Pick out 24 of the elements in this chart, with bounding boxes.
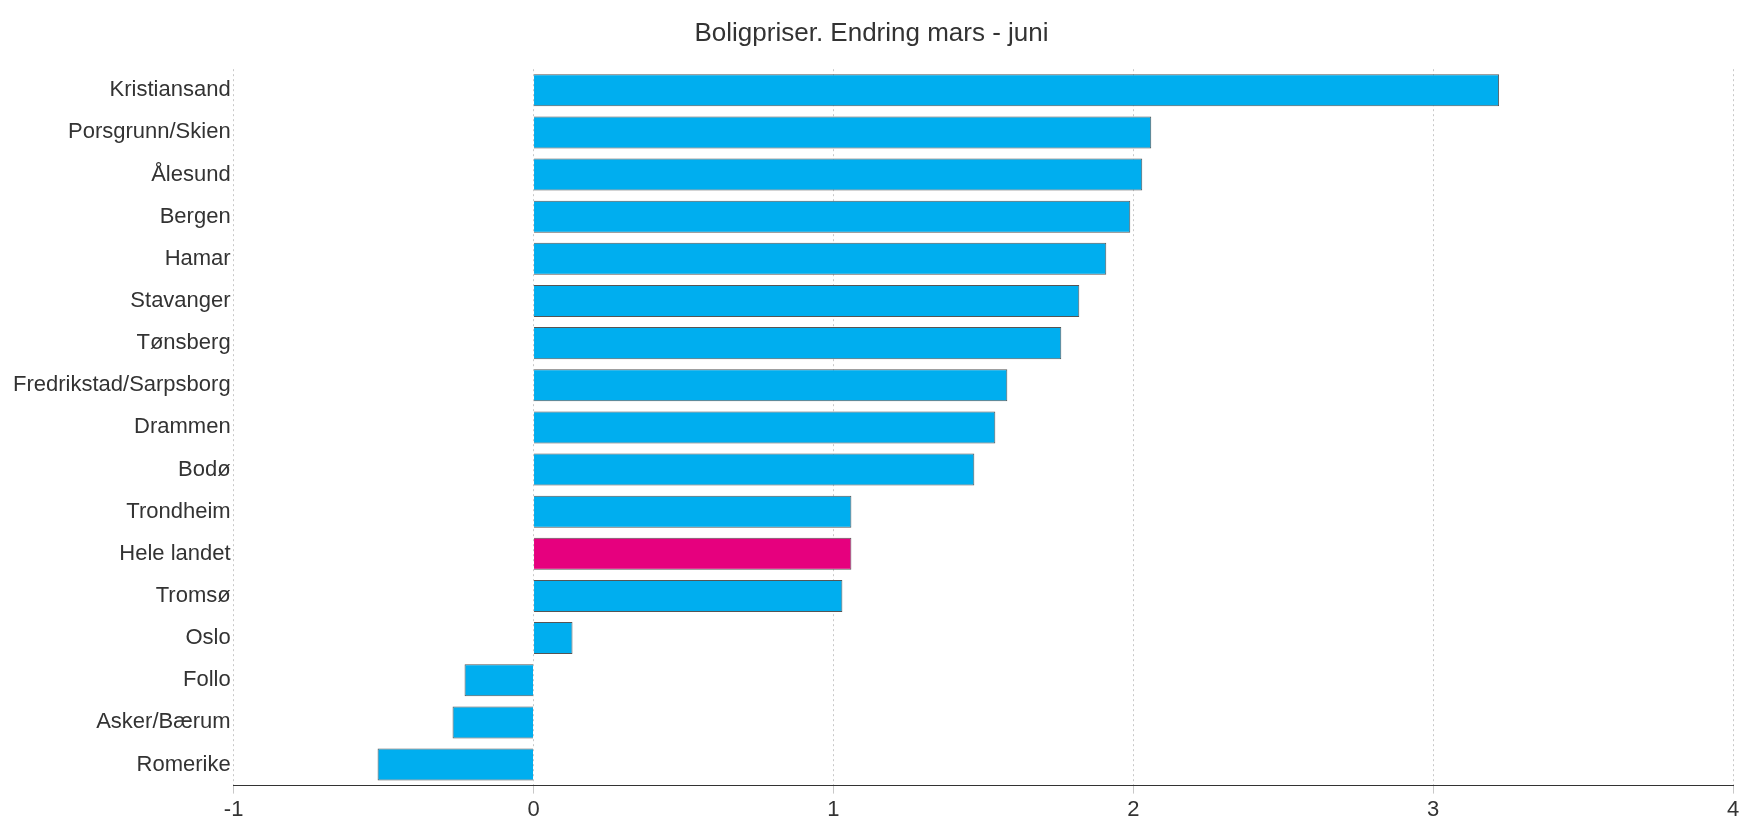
- x-tick-label: 4: [1726, 795, 1740, 821]
- y-tick-label: Drammen: [134, 413, 231, 439]
- x-tick-label: 0: [527, 795, 540, 821]
- y-tick-label: Porsgrunn/Skien: [67, 118, 231, 144]
- y-tick-label: Hamar: [164, 244, 231, 270]
- y-tick-label: Tromsø: [155, 582, 231, 608]
- y-tick-label: Bodø: [178, 455, 231, 481]
- x-tick-label: -1: [223, 795, 244, 821]
- x-tick-label: 3: [1427, 795, 1440, 821]
- y-tick-label: Trondheim: [126, 497, 231, 523]
- y-tick-label: Romerike: [136, 750, 231, 776]
- y-tick-label: Asker/Bærum: [96, 708, 231, 734]
- x-tick-label: 2: [1127, 795, 1140, 821]
- y-tick-label: Fredrikstad/Sarpsborg: [12, 371, 231, 397]
- chart-title: Boligpriser. Endring mars - juni: [694, 16, 1049, 47]
- x-tick-label: 1: [827, 795, 840, 821]
- y-tick-label: Stavanger: [130, 287, 231, 313]
- y-tick-label: Ålesund: [151, 160, 231, 186]
- y-tick-label: Oslo: [185, 624, 231, 650]
- y-tick-label: Kristiansand: [109, 76, 231, 102]
- y-tick-label: Hele landet: [119, 539, 231, 565]
- y-tick-label: Tønsberg: [136, 329, 231, 355]
- y-tick-label: Bergen: [159, 202, 231, 228]
- y-tick-label: Follo: [182, 666, 231, 692]
